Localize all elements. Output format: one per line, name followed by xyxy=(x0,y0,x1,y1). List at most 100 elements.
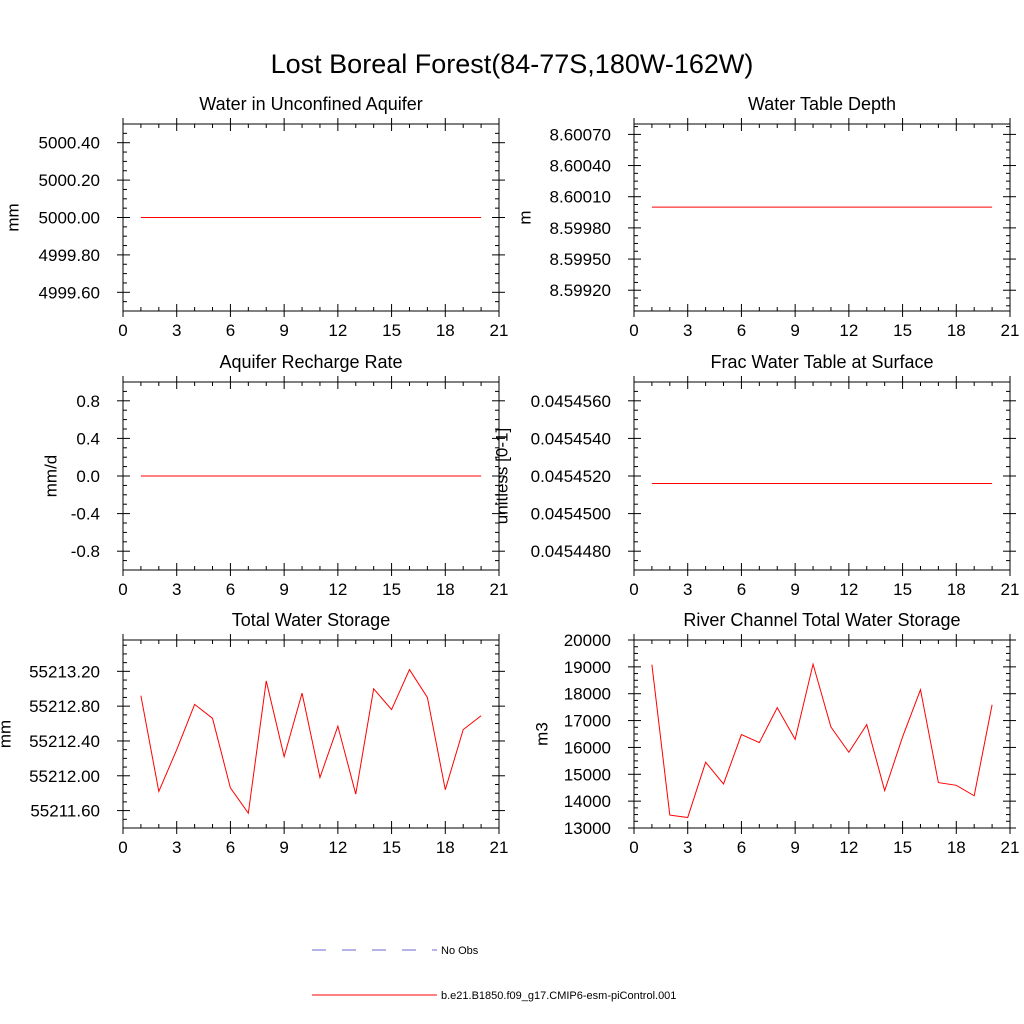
panel-title: Frac Water Table at Surface xyxy=(710,352,933,372)
x-tick-label: 21 xyxy=(490,321,509,340)
legend-model-label: b.e21.B1850.f09_g17.CMIP6-esm-piControl.… xyxy=(441,990,676,1002)
y-tick-label: 55213.20 xyxy=(29,662,100,681)
x-tick-label: 0 xyxy=(118,838,127,857)
x-tick-label: 12 xyxy=(839,838,858,857)
panel-1: Water in Unconfined Aquifer mm 0 3 6 9 12 15 18 2… xyxy=(3,94,508,340)
y-tick-label: 0.0454480 xyxy=(531,542,611,561)
legend: No Obs b.e21.B1850.f09_g17.CMIP6-esm-piC… xyxy=(312,945,676,1002)
x-tick-label: 12 xyxy=(839,321,858,340)
x-tick-label: 18 xyxy=(436,321,455,340)
x-tick-label: 0 xyxy=(629,838,638,857)
x-tick-label: 3 xyxy=(683,321,692,340)
x-tick-label: 21 xyxy=(1001,580,1020,599)
x-tick-label: 18 xyxy=(947,838,966,857)
y-tick-label: 15000 xyxy=(564,765,611,784)
y-tick-label: -0.8 xyxy=(71,542,100,561)
series-line xyxy=(651,662,993,819)
y-tick-label: 0.0454560 xyxy=(531,392,611,411)
x-tick-label: 15 xyxy=(382,838,401,857)
x-tick-label: 3 xyxy=(683,838,692,857)
x-tick-label: 6 xyxy=(226,580,235,599)
legend-obs-label: No Obs xyxy=(441,945,479,957)
x-tick-label: 12 xyxy=(328,838,347,857)
y-tick-label: -0.4 xyxy=(71,505,100,524)
y-tick-label: 0.0454520 xyxy=(531,467,611,486)
x-tick-label: 0 xyxy=(629,580,638,599)
x-tick-label: 0 xyxy=(629,321,638,340)
x-tick-label: 15 xyxy=(893,580,912,599)
panel-title: River Channel Total Water Storage xyxy=(683,610,960,630)
x-tick-label: 9 xyxy=(279,321,288,340)
y-axis-label: mm xyxy=(0,720,14,748)
x-tick-label: 9 xyxy=(279,838,288,857)
plot-frame xyxy=(633,639,1011,829)
y-tick-label: 0.0454540 xyxy=(531,429,611,448)
y-tick-label: 5000.00 xyxy=(39,209,100,228)
x-tick-label: 21 xyxy=(1001,838,1020,857)
panel-2: Water Table Depth m 0 3 6 9 12 15 18 21 8.59920 8.5… xyxy=(515,94,1019,340)
x-tick-label: 3 xyxy=(683,580,692,599)
x-tick-label: 3 xyxy=(172,838,181,857)
y-tick-label: 8.59980 xyxy=(550,219,611,238)
x-tick-label: 9 xyxy=(790,838,799,857)
panel-3: Aquifer Recharge Rate mm/d 0 3 6 9 12 15 18 21 -0.… xyxy=(41,352,508,599)
plot-frame xyxy=(633,123,1011,312)
y-tick-label: 55212.80 xyxy=(29,697,100,716)
y-tick-label: 18000 xyxy=(564,685,611,704)
y-tick-label: 8.60040 xyxy=(550,157,611,176)
x-tick-label: 0 xyxy=(118,580,127,599)
panel-6: River Channel Total Water Storage m3 0 3 6 9 1… xyxy=(532,610,1019,857)
x-tick-label: 15 xyxy=(382,580,401,599)
x-tick-label: 9 xyxy=(279,580,288,599)
x-tick-label: 6 xyxy=(737,580,746,599)
y-tick-label: 4999.80 xyxy=(39,246,100,265)
y-tick-label: 4999.60 xyxy=(39,283,100,302)
y-axis-label: mm/d xyxy=(41,455,60,498)
y-tick-label: 14000 xyxy=(564,792,611,811)
x-tick-label: 9 xyxy=(790,321,799,340)
plot-frame xyxy=(633,381,1011,571)
panel-title: Water in Unconfined Aquifer xyxy=(199,94,422,114)
x-tick-label: 9 xyxy=(790,580,799,599)
y-tick-label: 55212.40 xyxy=(29,732,100,751)
y-tick-label: 16000 xyxy=(564,738,611,757)
x-tick-label: 6 xyxy=(737,838,746,857)
x-tick-label: 6 xyxy=(737,321,746,340)
x-tick-label: 6 xyxy=(226,838,235,857)
x-tick-label: 6 xyxy=(226,321,235,340)
y-axis-label: unitless [0-1] xyxy=(492,428,511,524)
series-line xyxy=(140,668,482,815)
y-tick-label: 55211.60 xyxy=(30,802,100,821)
panels: Water in Unconfined Aquifer mm 0 3 6 9 12 15 18 2… xyxy=(0,94,1019,857)
y-tick-label: 20000 xyxy=(564,631,611,650)
x-tick-label: 21 xyxy=(490,580,509,599)
x-tick-label: 18 xyxy=(947,321,966,340)
panel-4: Frac Water Table at Surface unitless [0-1… xyxy=(492,352,1019,599)
x-tick-label: 21 xyxy=(490,838,509,857)
x-tick-label: 18 xyxy=(436,838,455,857)
y-tick-label: 0.0 xyxy=(76,467,100,486)
figure-title: Lost Boreal Forest(84-77S,180W-162W) xyxy=(271,49,754,79)
x-tick-label: 12 xyxy=(328,321,347,340)
y-tick-label: 0.8 xyxy=(76,392,100,411)
x-tick-label: 15 xyxy=(893,321,912,340)
y-tick-label: 5000.20 xyxy=(39,171,100,190)
y-axis-label: m xyxy=(515,210,534,224)
panel-title: Water Table Depth xyxy=(748,94,896,114)
x-tick-label: 3 xyxy=(172,580,181,599)
x-tick-label: 3 xyxy=(172,321,181,340)
y-tick-label: 8.59950 xyxy=(550,250,611,269)
panel-title: Aquifer Recharge Rate xyxy=(219,352,402,372)
y-tick-label: 19000 xyxy=(564,658,611,677)
y-tick-label: 13000 xyxy=(564,819,611,838)
plot-frame xyxy=(122,639,500,829)
panel-5: Total Water Storage mm 0 3 6 9 12 15 18 21 55211.6… xyxy=(0,610,508,857)
y-axis-label: m3 xyxy=(532,722,551,746)
panel-title: Total Water Storage xyxy=(232,610,390,630)
y-tick-label: 0.0454500 xyxy=(531,505,611,524)
y-tick-label: 8.59920 xyxy=(550,281,611,300)
x-tick-label: 0 xyxy=(118,321,127,340)
x-tick-label: 12 xyxy=(328,580,347,599)
x-tick-label: 12 xyxy=(839,580,858,599)
